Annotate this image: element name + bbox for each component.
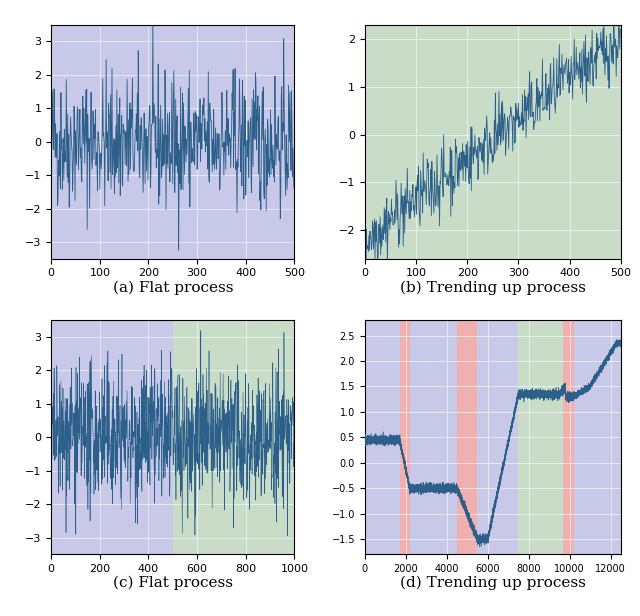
Bar [399,320,410,554]
Text: (c) Flat process: (c) Flat process [113,576,233,590]
Text: (b) Trending up process: (b) Trending up process [400,280,586,294]
Text: (a) Flat process: (a) Flat process [113,280,233,294]
Bar [457,320,477,554]
Text: (d) Trending up process: (d) Trending up process [400,576,586,590]
Bar [563,320,573,554]
Bar [570,320,621,554]
Bar [173,320,294,554]
Bar [518,320,570,554]
